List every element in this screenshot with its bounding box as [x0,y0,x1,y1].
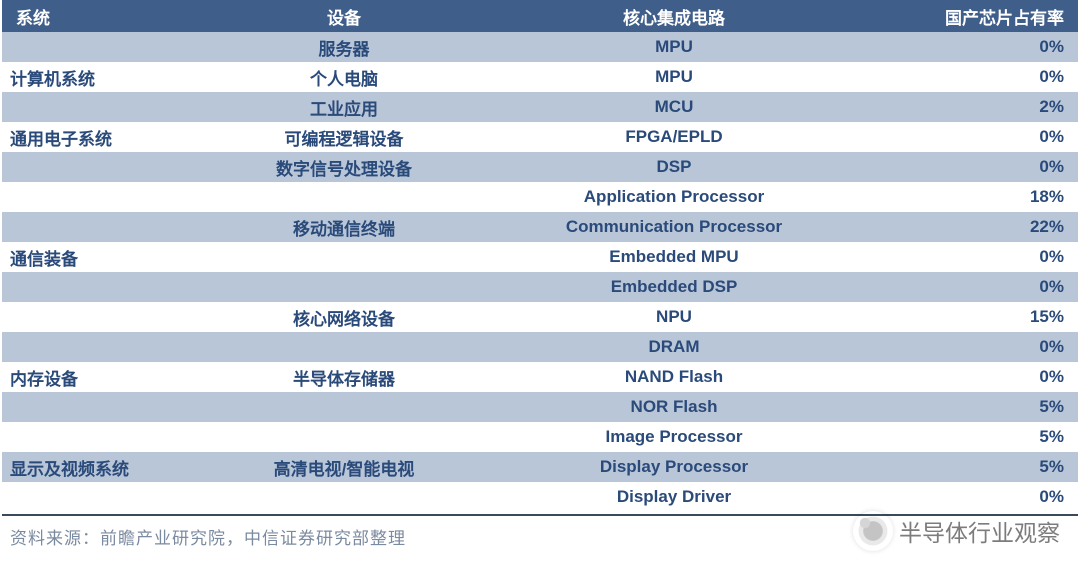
cell-ic: Display Processor [492,452,862,482]
table-row: 计算机系统个人电脑MPU0% [2,62,1078,92]
cell-device: 半导体存储器 [202,362,492,392]
watermark: 半导体行业观察 [853,511,1060,551]
cell-ic: DSP [492,152,862,182]
cell-share: 0% [862,242,1078,272]
cell-share: 0% [862,482,1078,512]
cell-device [202,332,492,362]
cell-device [202,272,492,302]
table-row: DRAM0% [2,332,1078,362]
cell-system: 计算机系统 [2,62,202,92]
cell-ic: DRAM [492,332,862,362]
table-row: 内存设备半导体存储器NAND Flash0% [2,362,1078,392]
cell-system [2,182,202,212]
cell-ic: Display Driver [492,482,862,512]
cell-system [2,272,202,302]
cell-share: 0% [862,272,1078,302]
cell-share: 0% [862,32,1078,62]
header-ic: 核心集成电路 [492,0,862,32]
cell-share: 15% [862,302,1078,332]
table-row: 服务器MPU0% [2,32,1078,62]
cell-share: 0% [862,152,1078,182]
cell-share: 0% [862,62,1078,92]
cell-ic: MPU [492,62,862,92]
table-row: 数字信号处理设备DSP0% [2,152,1078,182]
cell-system [2,482,202,512]
table-row: Application Processor18% [2,182,1078,212]
cell-device [202,182,492,212]
cell-share: 0% [862,362,1078,392]
cell-system [2,32,202,62]
cell-share: 0% [862,122,1078,152]
cell-share: 0% [862,332,1078,362]
cell-ic: NPU [492,302,862,332]
cell-system [2,92,202,122]
cell-system: 内存设备 [2,362,202,392]
cell-device [202,422,492,452]
cell-device [202,482,492,512]
cell-device: 服务器 [202,32,492,62]
wechat-icon [853,511,893,551]
cell-ic: Communication Processor [492,212,862,242]
cell-share: 18% [862,182,1078,212]
cell-ic: MCU [492,92,862,122]
cell-device: 移动通信终端 [202,212,492,242]
table-row: 通用电子系统可编程逻辑设备FPGA/EPLD0% [2,122,1078,152]
cell-ic: Embedded DSP [492,272,862,302]
header-system: 系统 [2,0,202,32]
cell-system [2,152,202,182]
cell-device [202,392,492,422]
table-row: 显示及视频系统高清电视/智能电视Display Processor5% [2,452,1078,482]
cell-share: 22% [862,212,1078,242]
cell-ic: NAND Flash [492,362,862,392]
cell-ic: FPGA/EPLD [492,122,862,152]
cell-system [2,392,202,422]
cell-system: 通信装备 [2,242,202,272]
cell-share: 2% [862,92,1078,122]
table-row: NOR Flash5% [2,392,1078,422]
header-device: 设备 [202,0,492,32]
cell-device: 核心网络设备 [202,302,492,332]
watermark-text: 半导体行业观察 [899,514,1060,548]
table-header-row: 系统 设备 核心集成电路 国产芯片占有率 [2,0,1078,32]
table-row: 工业应用MCU2% [2,92,1078,122]
cell-system: 通用电子系统 [2,122,202,152]
cell-device: 工业应用 [202,92,492,122]
table-row: Embedded DSP0% [2,272,1078,302]
table-row: Display Driver0% [2,482,1078,512]
cell-ic: Image Processor [492,422,862,452]
cell-system: 显示及视频系统 [2,452,202,482]
cell-ic: NOR Flash [492,392,862,422]
cell-ic: Application Processor [492,182,862,212]
cell-device: 可编程逻辑设备 [202,122,492,152]
table-row: 通信装备 Embedded MPU0% [2,242,1078,272]
table-row: Image Processor5% [2,422,1078,452]
cell-system [2,332,202,362]
cell-system [2,212,202,242]
cell-device: 个人电脑 [202,62,492,92]
table-row: 核心网络设备NPU15% [2,302,1078,332]
cell-system [2,422,202,452]
cell-device: 数字信号处理设备 [202,152,492,182]
header-share: 国产芯片占有率 [862,0,1078,32]
cell-share: 5% [862,422,1078,452]
table-row: 移动通信终端Communication Processor22% [2,212,1078,242]
cell-ic: Embedded MPU [492,242,862,272]
cell-share: 5% [862,392,1078,422]
cell-system [2,302,202,332]
cell-ic: MPU [492,32,862,62]
cell-device: 高清电视/智能电视 [202,452,492,482]
cell-device [202,242,492,272]
domestic-chip-share-table: 系统 设备 核心集成电路 国产芯片占有率 服务器MPU0%计算机系统个人电脑MP… [2,0,1078,512]
table-body: 服务器MPU0%计算机系统个人电脑MPU0%工业应用MCU2%通用电子系统可编程… [2,32,1078,512]
cell-share: 5% [862,452,1078,482]
data-table: 系统 设备 核心集成电路 国产芯片占有率 服务器MPU0%计算机系统个人电脑MP… [2,0,1078,512]
